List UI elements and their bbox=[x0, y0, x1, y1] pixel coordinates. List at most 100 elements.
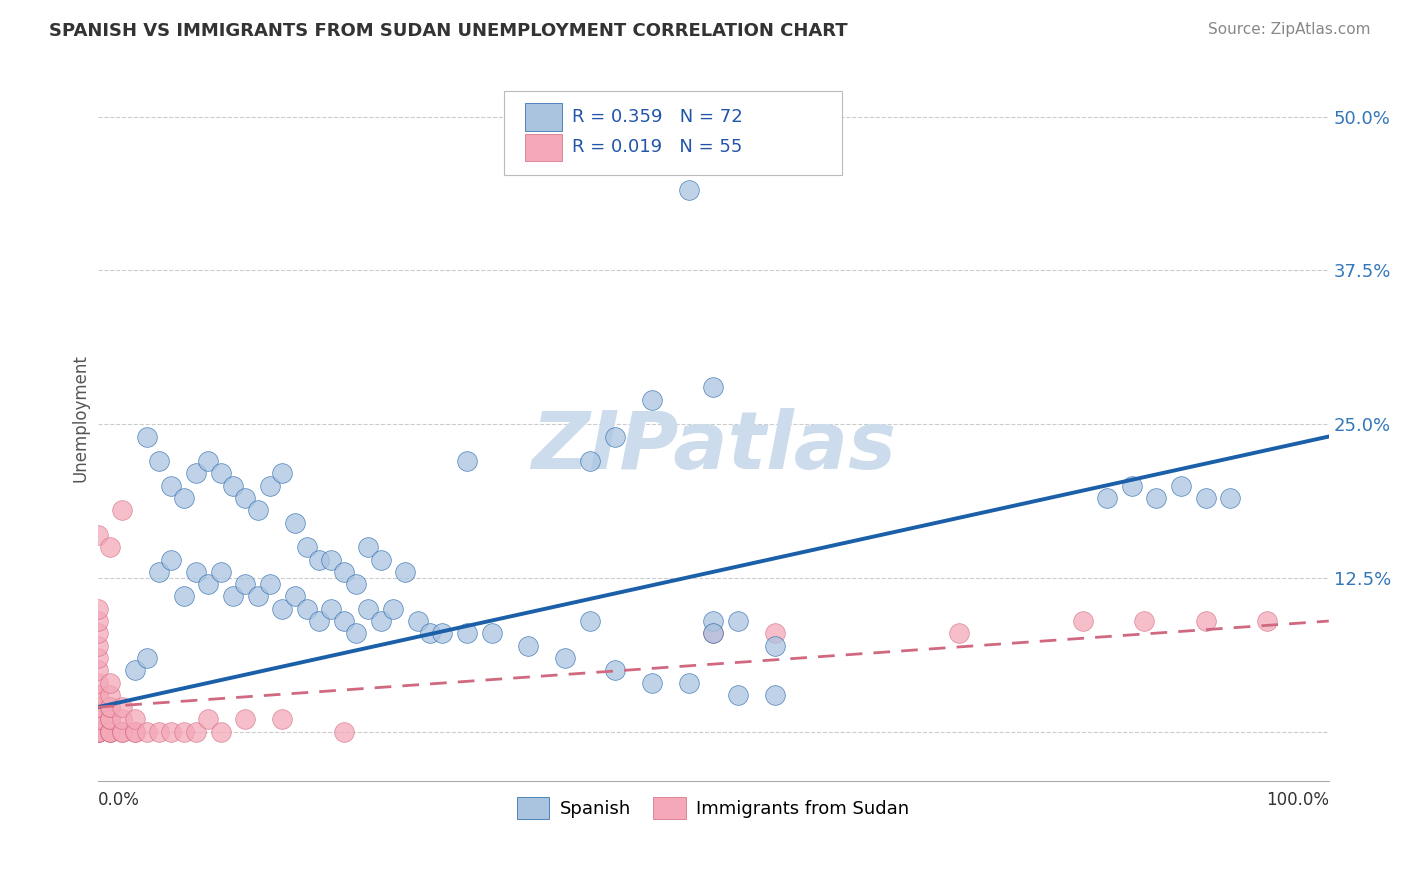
Text: R = 0.359   N = 72: R = 0.359 N = 72 bbox=[572, 108, 742, 126]
Point bbox=[98, 700, 121, 714]
Point bbox=[603, 663, 626, 677]
Point bbox=[702, 380, 724, 394]
Point bbox=[1256, 614, 1278, 628]
Point bbox=[233, 577, 256, 591]
Point bbox=[321, 552, 343, 566]
Point bbox=[86, 700, 108, 714]
Point bbox=[640, 392, 662, 407]
Point bbox=[86, 639, 108, 653]
Point bbox=[222, 479, 245, 493]
Point bbox=[295, 601, 318, 615]
FancyBboxPatch shape bbox=[524, 134, 562, 161]
Point bbox=[321, 601, 343, 615]
Point bbox=[86, 675, 108, 690]
Text: Source: ZipAtlas.com: Source: ZipAtlas.com bbox=[1208, 22, 1371, 37]
Point bbox=[86, 713, 108, 727]
Point bbox=[333, 614, 356, 628]
Point bbox=[702, 626, 724, 640]
Point bbox=[1133, 614, 1156, 628]
Point bbox=[333, 724, 356, 739]
Point bbox=[86, 713, 108, 727]
Point bbox=[111, 724, 134, 739]
Point bbox=[394, 565, 416, 579]
Text: ZIPatlas: ZIPatlas bbox=[530, 409, 896, 486]
Point bbox=[86, 724, 108, 739]
Point bbox=[948, 626, 970, 640]
Point bbox=[148, 565, 170, 579]
Point bbox=[763, 626, 786, 640]
Point bbox=[173, 724, 195, 739]
Point bbox=[432, 626, 454, 640]
Point bbox=[727, 614, 749, 628]
Point bbox=[640, 675, 662, 690]
Point bbox=[135, 429, 157, 443]
Point bbox=[209, 565, 232, 579]
Point bbox=[98, 724, 121, 739]
Point bbox=[86, 688, 108, 702]
Point bbox=[271, 467, 294, 481]
Point bbox=[1144, 491, 1167, 505]
Point bbox=[98, 700, 121, 714]
Point bbox=[86, 724, 108, 739]
Point bbox=[308, 614, 330, 628]
Point bbox=[111, 713, 134, 727]
Point bbox=[160, 552, 183, 566]
Point bbox=[98, 713, 121, 727]
Point bbox=[197, 713, 219, 727]
Point bbox=[1170, 479, 1192, 493]
Point bbox=[148, 724, 170, 739]
Point bbox=[233, 713, 256, 727]
Point bbox=[1194, 614, 1216, 628]
Point bbox=[456, 626, 478, 640]
FancyBboxPatch shape bbox=[503, 92, 842, 175]
Point bbox=[579, 614, 602, 628]
Point bbox=[124, 663, 146, 677]
Point bbox=[98, 713, 121, 727]
Point bbox=[209, 724, 232, 739]
Point bbox=[197, 454, 219, 468]
Point bbox=[246, 590, 269, 604]
Point bbox=[357, 601, 380, 615]
Point bbox=[98, 541, 121, 555]
Point bbox=[160, 724, 183, 739]
Point bbox=[160, 479, 183, 493]
Point bbox=[1219, 491, 1241, 505]
Point bbox=[603, 429, 626, 443]
Point bbox=[124, 724, 146, 739]
Text: R = 0.019   N = 55: R = 0.019 N = 55 bbox=[572, 138, 742, 156]
Point bbox=[111, 700, 134, 714]
Point bbox=[135, 651, 157, 665]
Point bbox=[86, 724, 108, 739]
Point bbox=[124, 724, 146, 739]
Point bbox=[173, 590, 195, 604]
Point bbox=[763, 688, 786, 702]
Point bbox=[763, 639, 786, 653]
Point bbox=[124, 713, 146, 727]
Point bbox=[295, 541, 318, 555]
Point bbox=[111, 724, 134, 739]
Point bbox=[86, 724, 108, 739]
Point bbox=[702, 614, 724, 628]
Legend: Spanish, Immigrants from Sudan: Spanish, Immigrants from Sudan bbox=[509, 790, 917, 826]
Point bbox=[148, 454, 170, 468]
Point bbox=[370, 614, 392, 628]
Point bbox=[86, 626, 108, 640]
Point bbox=[284, 516, 307, 530]
Point bbox=[209, 467, 232, 481]
Point bbox=[333, 565, 356, 579]
Point bbox=[135, 724, 157, 739]
Point bbox=[419, 626, 441, 640]
Point bbox=[98, 724, 121, 739]
Point bbox=[86, 700, 108, 714]
Point bbox=[678, 675, 700, 690]
Point bbox=[86, 724, 108, 739]
Text: SPANISH VS IMMIGRANTS FROM SUDAN UNEMPLOYMENT CORRELATION CHART: SPANISH VS IMMIGRANTS FROM SUDAN UNEMPLO… bbox=[49, 22, 848, 40]
Point bbox=[111, 503, 134, 517]
Point bbox=[233, 491, 256, 505]
Point bbox=[344, 577, 367, 591]
Point bbox=[86, 528, 108, 542]
Point bbox=[98, 675, 121, 690]
Point bbox=[86, 614, 108, 628]
Point bbox=[98, 724, 121, 739]
Point bbox=[517, 639, 540, 653]
